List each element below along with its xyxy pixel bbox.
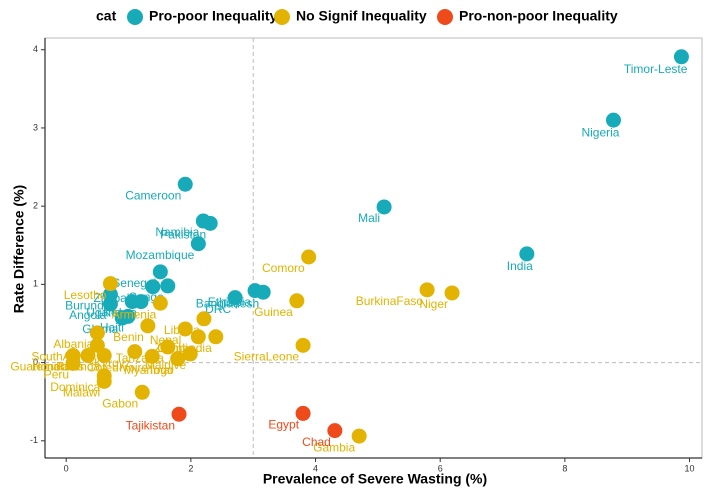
point <box>144 348 160 364</box>
point <box>170 351 186 367</box>
point <box>605 112 621 128</box>
point-label: Comoro <box>262 261 305 275</box>
x-tick-label: 0 <box>64 463 69 473</box>
x-tick-label: 4 <box>313 463 318 473</box>
legend-label: Pro-non-poor Inequality <box>459 8 618 24</box>
point-label: Kenya <box>103 306 137 320</box>
point <box>327 423 343 439</box>
point-label: Albania <box>53 337 93 351</box>
point-label: Tajikistan <box>126 418 175 432</box>
point <box>102 296 118 312</box>
x-axis-title: Prevalence of Severe Wasting (%) <box>263 471 487 487</box>
point <box>177 321 193 337</box>
y-tick-label: 4 <box>33 44 38 54</box>
point-label: Angola <box>69 308 107 322</box>
point-label: Burundi <box>65 299 106 313</box>
point <box>190 236 206 252</box>
point <box>182 346 198 362</box>
legend-title: cat <box>96 8 117 24</box>
point <box>145 279 161 295</box>
point-label: Gabon <box>102 396 138 410</box>
legend-swatch <box>437 9 453 25</box>
point-label: Timor-Leste <box>624 62 688 76</box>
point <box>96 348 112 364</box>
point-label: Mali <box>358 211 380 225</box>
point <box>202 215 218 231</box>
point <box>301 249 317 265</box>
point-label: Kyrgyz <box>94 356 131 370</box>
point <box>295 405 311 421</box>
point <box>419 282 435 298</box>
point <box>152 264 168 280</box>
point <box>295 337 311 353</box>
point <box>127 344 143 360</box>
y-tick-label: -1 <box>30 435 38 445</box>
point <box>96 373 112 389</box>
point-label: Togo <box>148 363 174 377</box>
legend-swatch <box>127 9 143 25</box>
point <box>289 293 305 309</box>
point-label: Armenia <box>112 307 157 321</box>
point-label: Benin <box>113 330 144 344</box>
point-label: Guinea <box>254 305 293 319</box>
legend-label: Pro-poor Inequality <box>149 8 278 24</box>
point <box>134 384 150 400</box>
point <box>177 176 193 192</box>
x-tick-label: 8 <box>562 463 567 473</box>
point <box>351 428 367 444</box>
point <box>89 325 105 341</box>
point-label: Guatemala <box>10 360 69 374</box>
point <box>120 308 136 324</box>
point <box>160 278 176 294</box>
point <box>208 329 224 345</box>
point <box>376 199 392 215</box>
point-label: Haiti <box>100 321 124 335</box>
point <box>160 339 176 355</box>
x-tick-label: 2 <box>188 463 193 473</box>
x-tick-label: 10 <box>685 463 695 473</box>
point-label: Malawi <box>63 386 100 400</box>
point <box>444 285 460 301</box>
point-label: Myanmar <box>124 363 174 377</box>
point-label: Senegal <box>112 276 156 290</box>
point <box>80 348 96 364</box>
x-tick-label: 6 <box>438 463 443 473</box>
point-label: Gambia <box>313 440 355 454</box>
y-tick-label: 0 <box>33 357 38 367</box>
point <box>196 311 212 327</box>
point <box>227 290 243 306</box>
point-label: Bangladesh <box>196 296 259 310</box>
point <box>673 49 689 65</box>
y-tick-label: 2 <box>33 201 38 211</box>
point-label: BurkinaFaso <box>356 294 424 308</box>
point-label: SierraLeone <box>234 350 300 364</box>
point <box>133 294 149 310</box>
y-axis-title: Rate Difference (%) <box>11 185 27 313</box>
y-tick-label: 1 <box>33 279 38 289</box>
y-tick-label: 3 <box>33 122 38 132</box>
point-label: India <box>507 259 533 273</box>
legend-swatch <box>274 9 290 25</box>
point <box>65 348 81 364</box>
point-label: DRC <box>205 302 231 316</box>
point <box>171 406 187 422</box>
point <box>102 276 118 292</box>
point <box>190 329 206 345</box>
legend-label: No Signif Inequality <box>296 8 427 24</box>
point-label: Mozambique <box>126 248 195 262</box>
point <box>140 318 156 334</box>
point-label: Egypt <box>268 418 299 432</box>
point-label: Lesotho <box>64 288 107 302</box>
point <box>519 246 535 262</box>
point <box>152 295 168 311</box>
point-label: Namibia <box>155 225 199 239</box>
point <box>255 284 271 300</box>
point-label: Chad <box>302 435 331 449</box>
point-label: Dominica <box>50 380 100 394</box>
point-label: Cameroon <box>125 188 181 202</box>
point-label: Nigeria <box>581 125 619 139</box>
point-label: Niger <box>419 297 448 311</box>
point-label: Peru <box>44 368 69 382</box>
